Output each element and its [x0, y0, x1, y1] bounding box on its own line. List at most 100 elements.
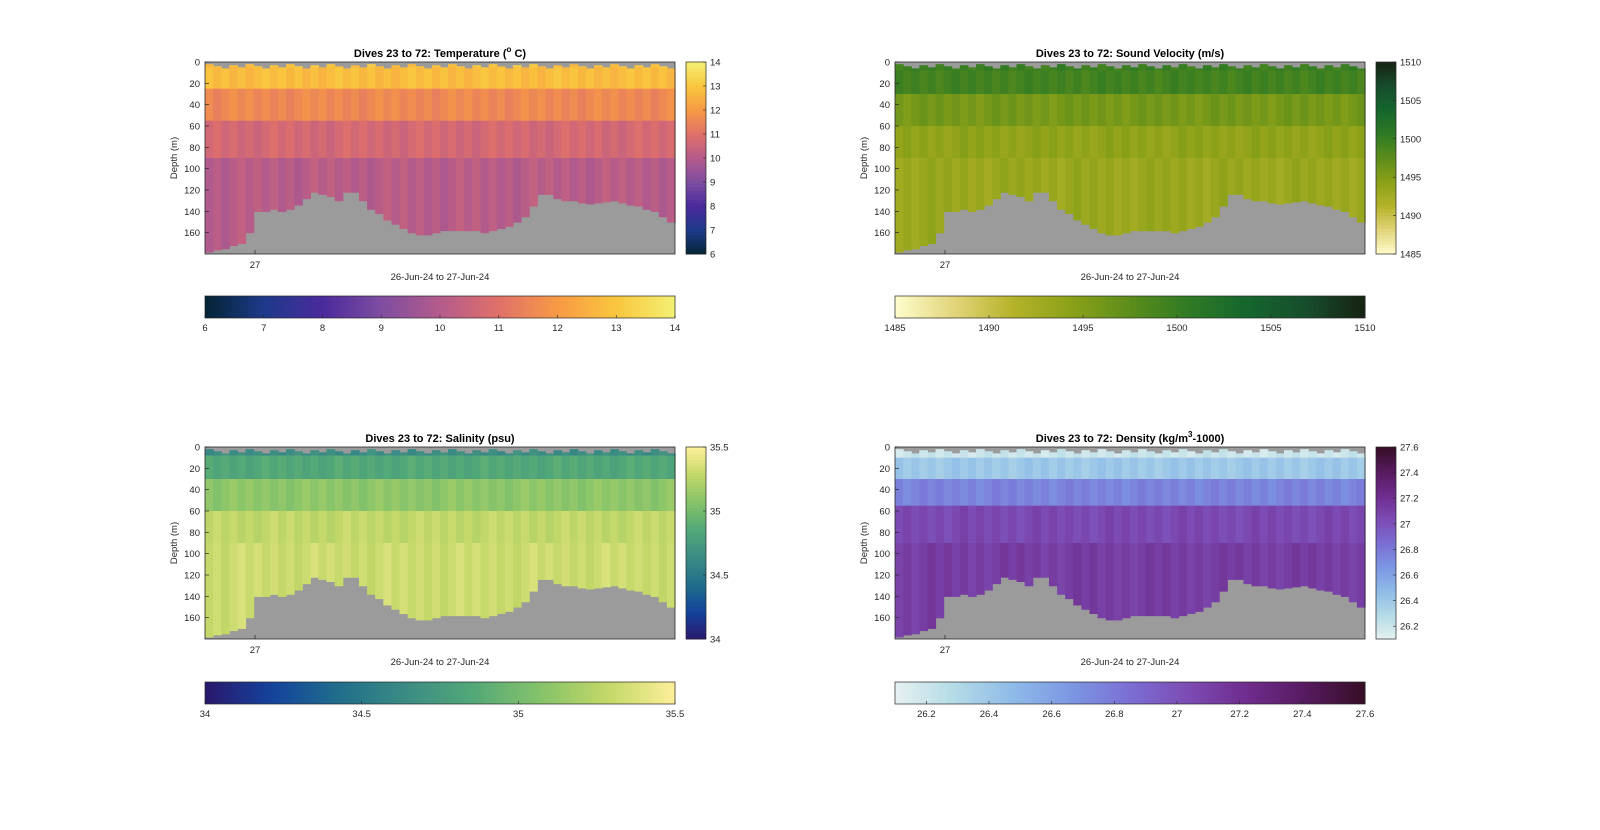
colorbar-segment [1090, 296, 1096, 318]
y-tick-label: 120 [184, 571, 200, 582]
colorbar-segment [1286, 682, 1292, 704]
data-cell [1162, 94, 1172, 127]
data-cell [593, 158, 603, 204]
colorbar-segment [283, 296, 288, 318]
data-cell [911, 543, 920, 635]
data-cell [448, 543, 457, 617]
data-cell [358, 452, 368, 457]
data-cell [1211, 452, 1220, 459]
colorbar-tick-label: 35 [513, 709, 524, 720]
data-cell [1048, 94, 1058, 127]
data-cell [1024, 479, 1034, 507]
data-cell [553, 450, 563, 457]
colorbar-segment [686, 231, 706, 236]
data-cell [302, 453, 311, 457]
data-cell [943, 457, 953, 480]
data-cell [1227, 158, 1236, 195]
colorbar-segment [1071, 682, 1076, 704]
data-cell [1048, 543, 1058, 587]
data-cell [1024, 126, 1034, 159]
data-cell [976, 457, 985, 480]
data-cell [1300, 543, 1309, 587]
data-cell [903, 66, 912, 72]
colorbar-segment [259, 682, 265, 704]
colorbar-segment [1376, 623, 1396, 627]
data-cell [967, 94, 977, 127]
data-cell [1267, 505, 1277, 544]
data-cell [992, 126, 1001, 159]
data-cell [310, 543, 320, 578]
colorbar-segment [1227, 682, 1233, 704]
data-cell [205, 455, 214, 480]
data-cell [294, 479, 303, 512]
data-cell [213, 543, 222, 636]
data-cell [618, 451, 627, 457]
data-cell [658, 120, 668, 159]
colorbar-segment [898, 296, 904, 318]
data-cell [911, 479, 920, 507]
colorbar-segment [686, 514, 706, 518]
data-cell [1081, 543, 1091, 610]
data-cell [959, 94, 969, 127]
data-cell [440, 120, 449, 159]
data-cell [602, 452, 611, 457]
data-cell [383, 511, 392, 544]
data-cell [642, 452, 652, 457]
colorbar-segment [404, 682, 410, 704]
data-cell [237, 455, 247, 480]
colorbar-segment [1196, 682, 1201, 704]
colorbar-segment [295, 682, 300, 704]
data-cell [1065, 158, 1074, 215]
colorbar-segment [1376, 597, 1396, 602]
colorbar-segment [1165, 296, 1170, 318]
data-cell [1219, 505, 1228, 544]
data-cell [1154, 68, 1164, 72]
colorbar-tick-label: 10 [435, 323, 446, 334]
data-cell [1170, 158, 1180, 234]
colorbar-tick-label: 27 [1172, 709, 1183, 720]
colorbar-segment [989, 682, 994, 704]
colorbar-segment [1376, 138, 1396, 143]
data-cell [1154, 479, 1164, 507]
data-cell [593, 479, 603, 512]
data-cell [464, 88, 474, 122]
colorbar-segment [236, 682, 241, 704]
data-cell [919, 543, 929, 632]
data-cell [1032, 457, 1042, 480]
data-cell [1113, 94, 1123, 127]
data-cell [951, 505, 961, 544]
data-cell [213, 66, 222, 68]
data-cell [992, 543, 1001, 585]
data-cell [269, 67, 279, 90]
data-cell [602, 455, 611, 480]
colorbar-segment [1282, 296, 1288, 318]
data-cell [1065, 66, 1074, 72]
colorbar-segment [205, 296, 210, 318]
colorbar-segment [252, 682, 257, 704]
colorbar-segment [1196, 296, 1201, 318]
data-cell [350, 455, 360, 480]
data-cell [959, 479, 969, 507]
colorbar-segment [1294, 682, 1299, 704]
data-cell [440, 543, 449, 617]
colorbar-segment [330, 296, 335, 318]
colorbar-segment [667, 296, 672, 318]
colorbar-segment [1169, 682, 1174, 704]
colorbar-segment [686, 447, 706, 451]
y-tick-label: 60 [189, 122, 200, 133]
data-cell [472, 479, 482, 512]
data-cell [205, 67, 214, 90]
data-cell [448, 455, 457, 480]
colorbar-segment [686, 597, 706, 602]
colorbar-segment [1376, 177, 1396, 181]
y-tick-label: 0 [195, 443, 200, 454]
data-cell [1348, 543, 1358, 603]
data-cell [1283, 450, 1293, 459]
data-cell [1146, 451, 1155, 459]
data-cell [1008, 452, 1018, 459]
horizontal-colorbar: 6 7 8 9 10 11 12 13 14 [202, 295, 680, 334]
data-cell [618, 511, 627, 544]
data-cell [326, 449, 336, 457]
colorbar-tick-label: 13 [611, 323, 622, 334]
colorbar-segment [584, 682, 590, 704]
